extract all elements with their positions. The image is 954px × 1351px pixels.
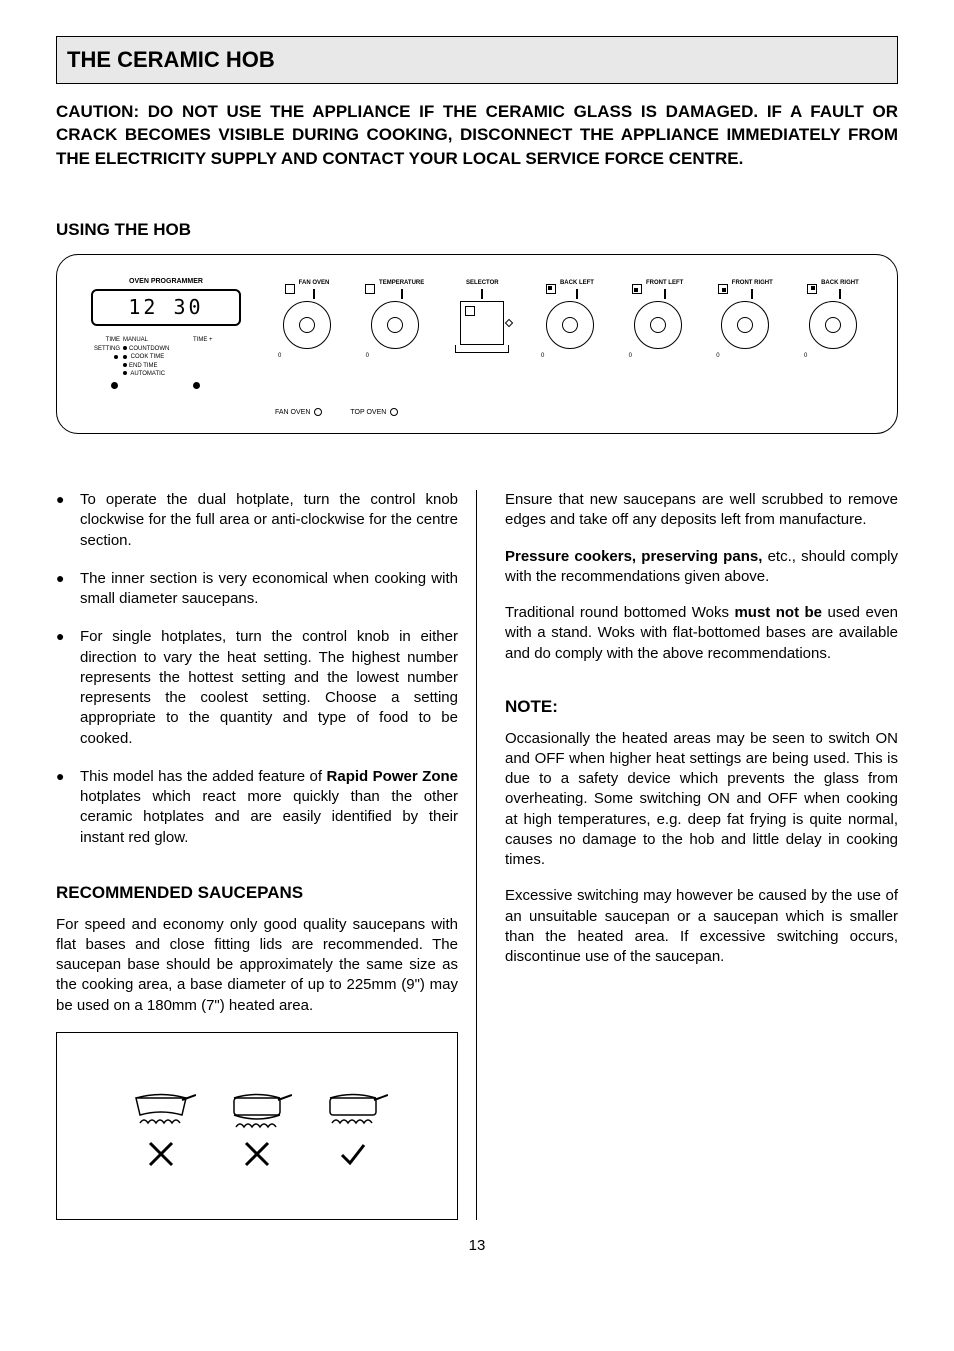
legend-item: AUTOMATIC <box>123 370 193 378</box>
cross-icon <box>146 1139 176 1169</box>
knob-front-right: FRONT RIGHT 0 <box>705 279 785 349</box>
section-title: THE CERAMIC HOB <box>67 45 887 75</box>
knob-front-left: FRONT LEFT 0 <box>618 279 698 349</box>
knob-label: FAN OVEN <box>299 279 330 287</box>
zone-icon <box>807 284 817 294</box>
selector-panel <box>460 301 504 345</box>
cross-icon <box>242 1139 272 1169</box>
programmer-title: OVEN PROGRAMMER <box>91 277 241 286</box>
thermometer-icon <box>365 284 375 294</box>
knob-dial: 0 <box>721 301 769 349</box>
saucepan-icon <box>318 1083 388 1133</box>
knob-fan-oven: FAN OVEN 0 <box>267 279 347 349</box>
knob-temperature: TEMPERATURE 0 <box>355 279 435 349</box>
programmer-legend: TIME SETTING MANUAL COUNTDOWN COOK TIME … <box>91 336 241 390</box>
knob-dial: 0 <box>809 301 857 349</box>
legend-item: COOK TIME <box>123 353 193 361</box>
fan-icon <box>285 284 295 294</box>
right-para: Ensure that new saucepans are well scrub… <box>505 490 898 531</box>
bullet-item: To operate the dual hotplate, turn the c… <box>80 490 458 551</box>
knob-label: BACK RIGHT <box>821 279 859 287</box>
saucepan-icon <box>222 1083 292 1133</box>
pan-bad-convex <box>222 1083 292 1169</box>
legend-time-plus: TIME + <box>193 337 213 343</box>
knob-label: FRONT RIGHT <box>732 279 773 287</box>
knob-label: SELECTOR <box>466 279 499 287</box>
page-number: 13 <box>56 1236 898 1256</box>
right-para: Traditional round bottomed Woks must not… <box>505 603 898 664</box>
control-panel-diagram: OVEN PROGRAMMER 12 30 TIME SETTING MANUA… <box>56 254 898 434</box>
bottom-legend: FAN OVEN TOP OVEN <box>275 408 398 417</box>
bullet-item: The inner section is very economical whe… <box>80 569 458 610</box>
knob-selector: SELECTOR <box>442 279 522 349</box>
saucepans-heading: RECOMMENDED SAUCEPANS <box>56 882 458 905</box>
knob-back-left: BACK LEFT 0 <box>530 279 610 349</box>
knob-dial: 0 <box>371 301 419 349</box>
oven-programmer: OVEN PROGRAMMER 12 30 TIME SETTING MANUA… <box>91 277 241 391</box>
knobs-row: FAN OVEN 0 TEMPERATURE 0 <box>267 279 873 349</box>
pan-good-flat <box>318 1083 388 1169</box>
legend-item: MANUAL <box>123 336 193 344</box>
legend-item: COUNTDOWN <box>123 345 193 353</box>
check-icon <box>338 1139 368 1169</box>
pan-bad-uneven <box>126 1083 196 1169</box>
programmer-display: 12 30 <box>91 289 241 326</box>
hob-bullets: To operate the dual hotplate, turn the c… <box>56 490 458 848</box>
note-para: Occasionally the heated areas may be see… <box>505 729 898 871</box>
zone-icon <box>546 284 556 294</box>
zone-icon <box>718 284 728 294</box>
knob-back-right: BACK RIGHT 0 <box>793 279 873 349</box>
knob-dial: 0 <box>283 301 331 349</box>
note-para: Excessive switching may however be cause… <box>505 886 898 967</box>
knob-label: BACK LEFT <box>560 279 594 287</box>
bullet-item: For single hotplates, turn the control k… <box>80 627 458 749</box>
zone-icon <box>632 284 642 294</box>
knob-label: FRONT LEFT <box>646 279 683 287</box>
bullet-item: This model has the added feature of Rapi… <box>80 767 458 848</box>
knob-dial: 0 <box>546 301 594 349</box>
legend-item: END TIME <box>123 362 193 370</box>
legend-top-oven: TOP OVEN <box>350 408 398 417</box>
content-columns: To operate the dual hotplate, turn the c… <box>56 490 898 1220</box>
left-column: To operate the dual hotplate, turn the c… <box>56 490 477 1220</box>
note-heading: NOTE: <box>505 696 898 719</box>
legend-time-setting: TIME SETTING <box>94 337 120 351</box>
caution-text: CAUTION: DO NOT USE THE APPLIANCE IF THE… <box>56 100 898 171</box>
knob-label: TEMPERATURE <box>379 279 424 287</box>
legend-fan-oven: FAN OVEN <box>275 408 322 417</box>
knob-dial: 0 <box>634 301 682 349</box>
section-header: THE CERAMIC HOB <box>56 36 898 84</box>
right-column: Ensure that new saucepans are well scrub… <box>477 490 898 1220</box>
saucepans-intro: For speed and economy only good quality … <box>56 915 458 1016</box>
saucepan-diagram <box>56 1032 458 1220</box>
right-para: Pressure cookers, preserving pans, etc.,… <box>505 547 898 588</box>
subsection-using-hob: USING THE HOB <box>56 219 898 242</box>
saucepan-icon <box>126 1083 196 1133</box>
